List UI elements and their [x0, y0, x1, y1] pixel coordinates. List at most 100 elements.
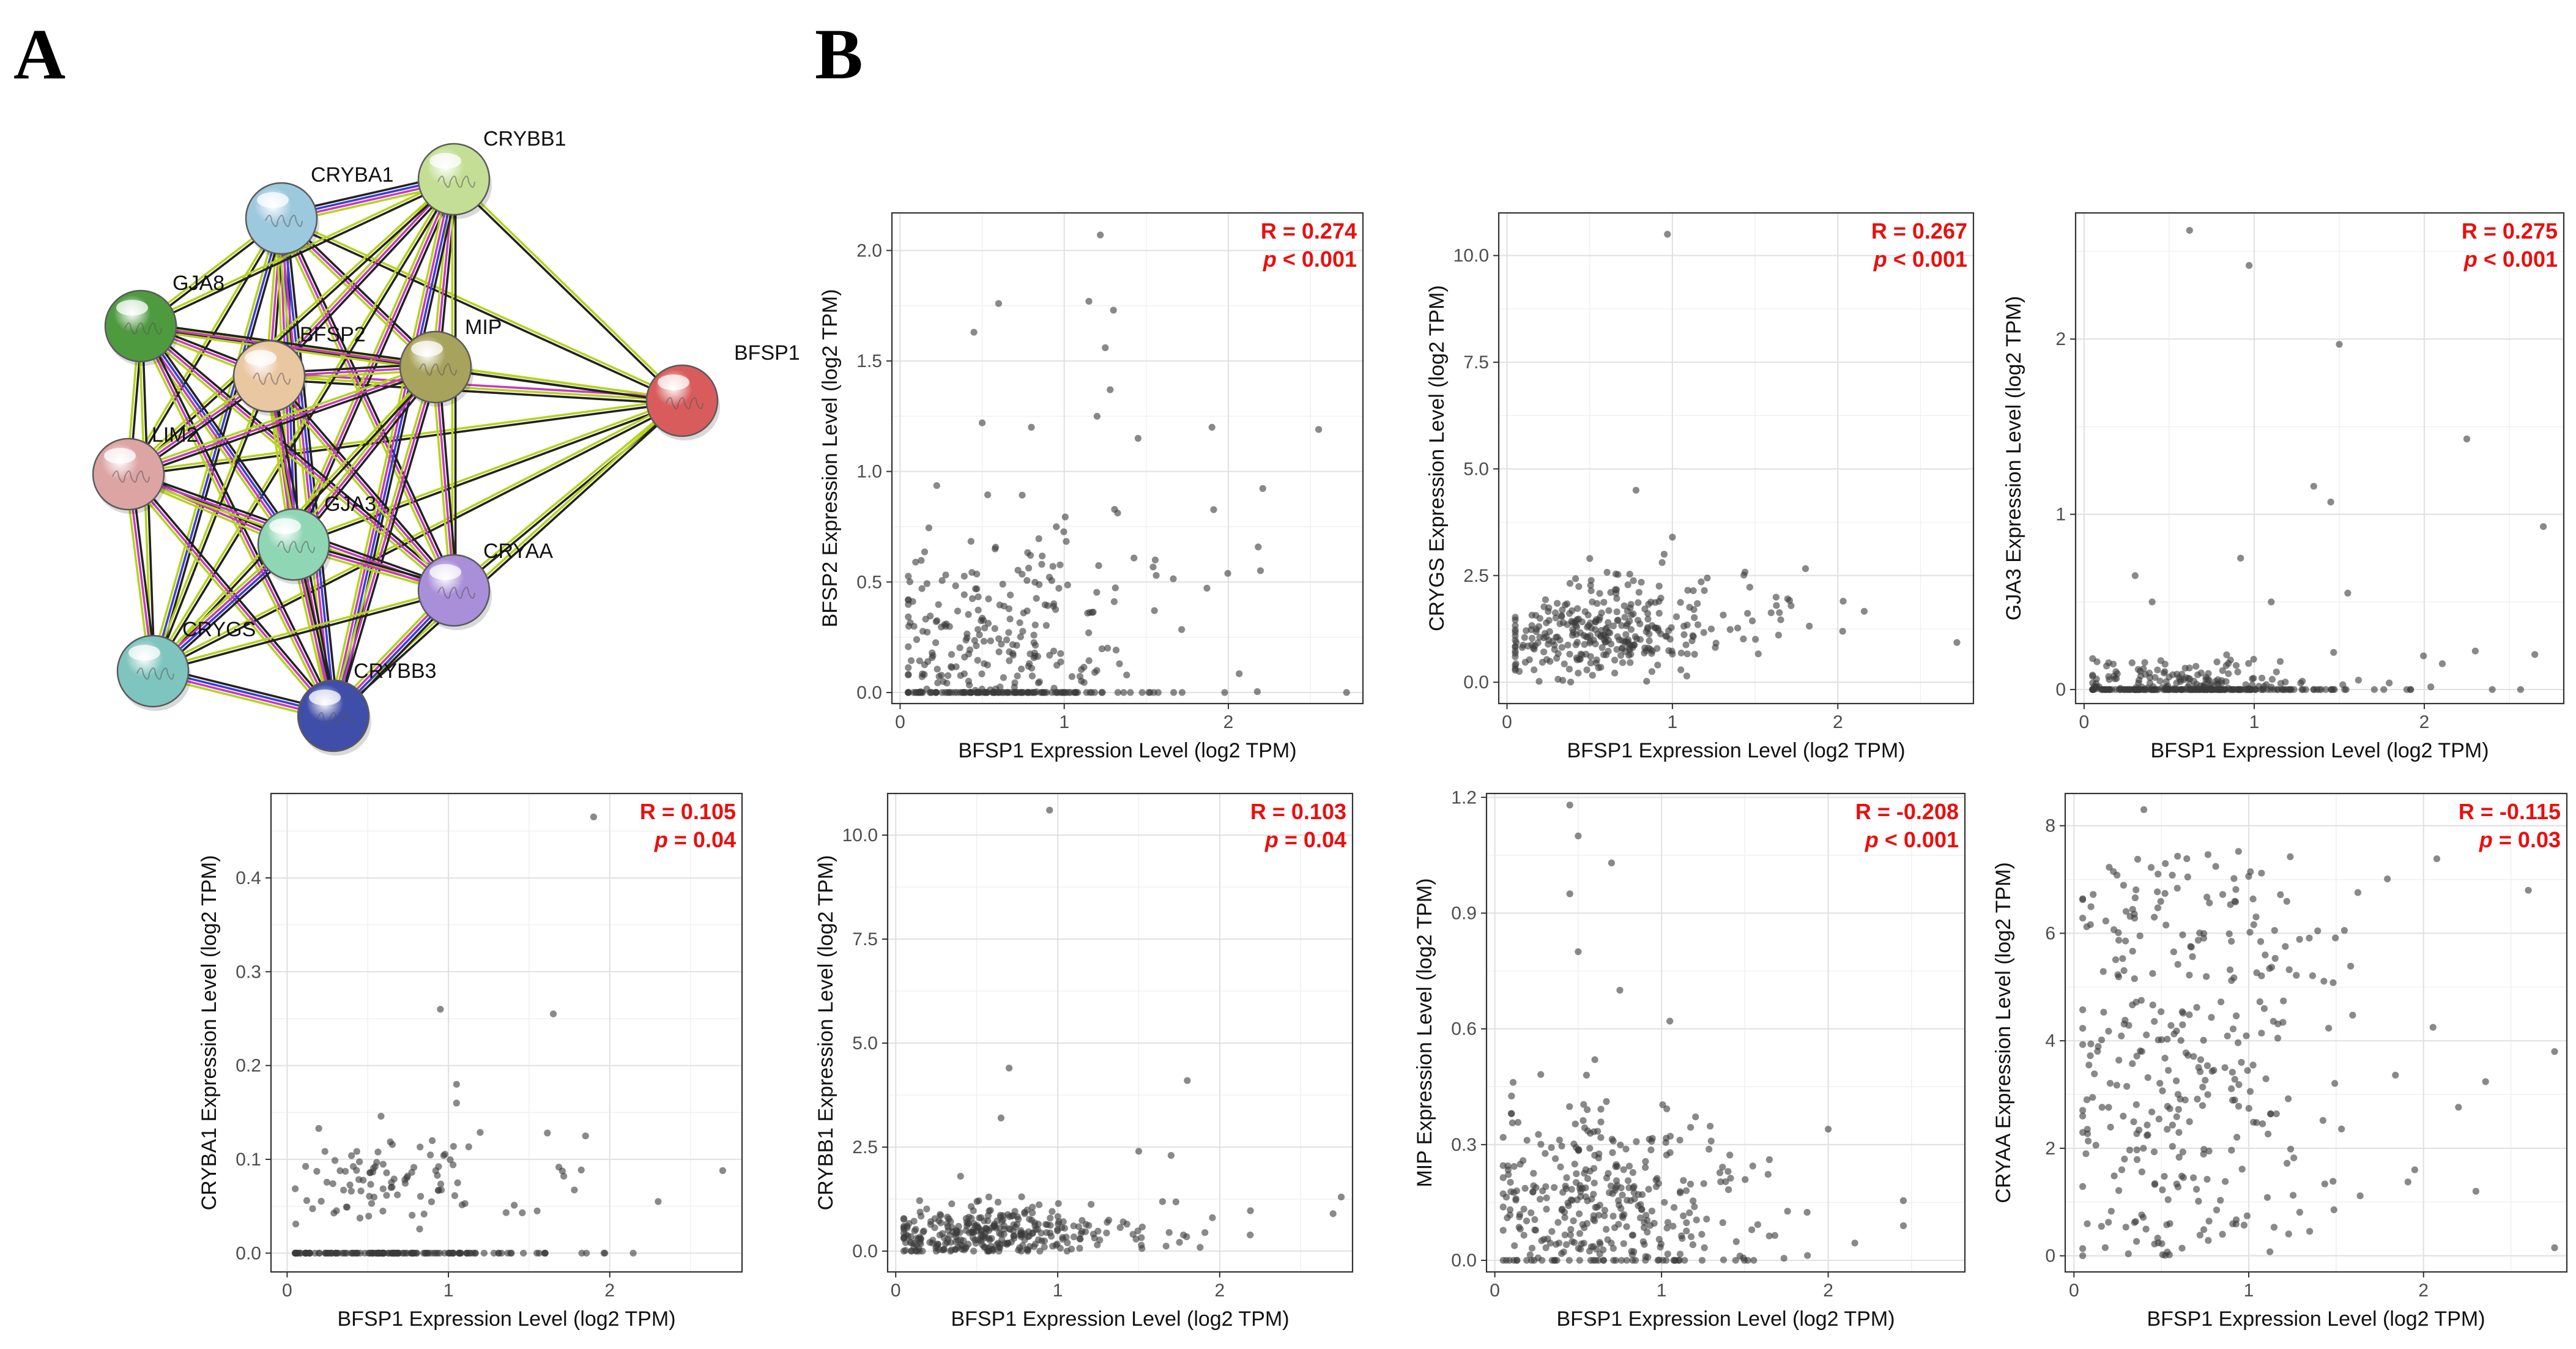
data-point [2213, 658, 2221, 666]
data-point [2433, 855, 2441, 863]
data-point [2165, 1067, 2172, 1074]
data-point [436, 1249, 444, 1257]
network-edge [453, 401, 685, 593]
data-point [957, 689, 964, 696]
data-point [437, 1180, 445, 1187]
data-point [1655, 609, 1663, 617]
data-point [1727, 1175, 1734, 1182]
network-edge [335, 366, 440, 718]
data-point [2233, 686, 2241, 693]
points [292, 813, 726, 1257]
data-point [1776, 609, 1783, 616]
data-point [979, 1233, 986, 1240]
data-point [1594, 600, 1601, 608]
data-point [2155, 871, 2162, 878]
data-point [1558, 1142, 1565, 1150]
data-point [1635, 1191, 1642, 1198]
data-point [1531, 666, 1538, 674]
data-point [960, 1246, 968, 1254]
data-point [1049, 1208, 1056, 1215]
data-point [2250, 675, 2257, 682]
data-point [2233, 1216, 2240, 1224]
data-point [2270, 1017, 2277, 1025]
data-point [1259, 485, 1266, 492]
data-point [1740, 571, 1748, 579]
data-point [2212, 678, 2219, 685]
data-point [1064, 581, 1071, 589]
data-point [1170, 575, 1177, 582]
data-point [2099, 968, 2107, 975]
network-edge [265, 176, 453, 376]
data-point [555, 1164, 563, 1171]
data-point [2309, 972, 2316, 979]
data-point [1655, 1180, 1662, 1187]
data-point [2131, 894, 2139, 902]
protein-structure-icon [253, 373, 291, 385]
scatter-plot-4: 0 1 2 0.0 0.1 0.2 0.3 0.4 BFSP1 Expression Level… [198, 792, 743, 1331]
data-point [1606, 1189, 1613, 1197]
data-point [973, 1227, 980, 1235]
node-highlight [128, 645, 160, 661]
data-point [1529, 644, 1537, 652]
network-node-crybb3[interactable]: CRYBB3 [297, 660, 436, 756]
network-node-cryba1[interactable]: CRYBA1 [245, 163, 393, 259]
data-point [1093, 412, 1101, 420]
data-point [1749, 617, 1756, 625]
y-tick-label: 10.0 [1453, 246, 1489, 266]
network-node-gja3[interactable]: GJA3 [257, 492, 376, 585]
network-edge [126, 177, 455, 474]
data-point [1701, 1244, 1708, 1252]
data-point [1053, 523, 1060, 530]
data-point [1520, 1205, 1527, 1213]
data-point [2110, 868, 2117, 875]
data-point [2105, 1219, 2112, 1226]
data-point [1153, 572, 1160, 579]
data-point [2384, 875, 2391, 883]
data-point [2246, 262, 2253, 269]
data-point [2184, 686, 2192, 693]
y-tick-label: 2 [2055, 329, 2066, 349]
data-point [374, 1148, 382, 1156]
network-node-lim2[interactable]: LIM2 [92, 423, 198, 515]
data-point [2349, 1011, 2356, 1019]
data-point [1590, 636, 1597, 644]
data-point [965, 1220, 973, 1227]
data-point [1543, 1194, 1550, 1202]
network-node-gja8[interactable]: GJA8 [104, 272, 225, 366]
network-node-bfsp1[interactable]: BFSP1 [645, 341, 800, 441]
data-point [1541, 630, 1549, 637]
data-point [2471, 647, 2479, 655]
data-point [2162, 921, 2170, 929]
data-point [1600, 598, 1608, 606]
data-point [1767, 609, 1775, 617]
network-node-mip[interactable]: MIP [399, 316, 502, 407]
network-node-bfsp2[interactable]: BFSP2 [232, 323, 366, 417]
network-node-crygs[interactable]: CRYGS [116, 618, 256, 712]
data-point [1089, 608, 1097, 616]
data-point [1682, 641, 1690, 648]
data-point [1698, 1231, 1706, 1238]
data-point [1601, 1212, 1608, 1219]
data-point [1134, 1227, 1141, 1235]
network-node-cryaa[interactable]: CRYAA [417, 540, 553, 631]
data-point [1839, 628, 1846, 635]
data-point [2115, 937, 2123, 944]
data-point [2112, 686, 2119, 693]
data-point [2167, 1022, 2175, 1029]
data-point [2133, 1052, 2140, 1060]
data-point [990, 1222, 998, 1230]
y-tick-label: 0.9 [1451, 904, 1477, 924]
data-point [2098, 1104, 2106, 1111]
data-point [1080, 679, 1088, 686]
network-node-crybb1[interactable]: CRYBB1 [417, 127, 566, 220]
data-point [1603, 1174, 1610, 1181]
data-point [1076, 1235, 1083, 1243]
data-point [2262, 1075, 2270, 1082]
data-point [1602, 639, 1609, 646]
x-tick-label: 0 [282, 1280, 292, 1301]
data-point [2219, 1230, 2226, 1238]
data-point [313, 1168, 321, 1175]
data-point [1025, 565, 1033, 572]
data-point [2079, 1041, 2087, 1048]
data-point [1563, 1174, 1570, 1181]
